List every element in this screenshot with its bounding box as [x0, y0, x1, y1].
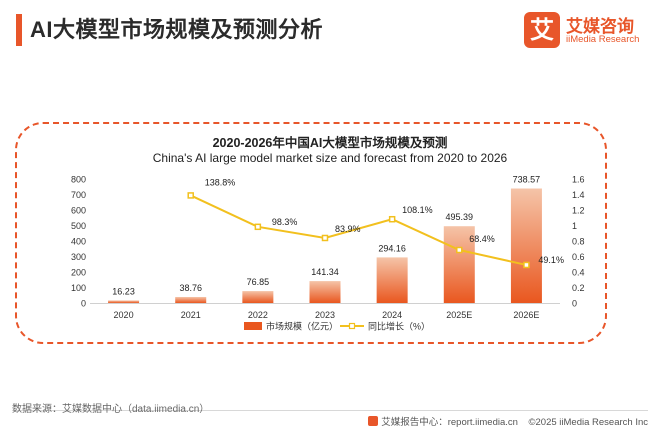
bar [376, 257, 408, 303]
bar [309, 281, 341, 303]
y-left-tick-label: 500 [71, 221, 86, 231]
legend-line-marker [348, 322, 356, 330]
y-right-tick-label: 0 [572, 299, 577, 309]
y-left-tick-label: 100 [71, 283, 86, 293]
logo-en-text: iiMedia Research [566, 34, 640, 45]
logo-mark: 艾 [524, 12, 560, 48]
growth-line [190, 194, 527, 266]
bar-value-label: 76.85 [247, 277, 270, 287]
bar-value-label: 141.34 [311, 267, 339, 277]
iimedia-logo[interactable]: 艾 艾媒咨询 iiMedia Research [524, 10, 648, 56]
chart-title: 2020-2026年中国AI大模型市场规模及预测 [212, 136, 448, 150]
bar [242, 291, 274, 303]
x-tick-label: 2025E [446, 310, 472, 320]
growth-point [456, 246, 463, 254]
y-right-tick-label: 0.6 [572, 252, 585, 262]
growth-point [321, 234, 329, 242]
bar-value-label: 495.39 [446, 212, 474, 222]
chart-frame [15, 122, 607, 344]
footer-divider [12, 410, 648, 411]
y-left-tick-label: 800 [71, 175, 86, 185]
y-right-tick-label: 1.4 [572, 190, 585, 200]
y-left-tick-label: 700 [71, 190, 86, 200]
footer-site[interactable]: 艾媒报告中心：report.iimedia.cn [381, 417, 518, 428]
growth-value-label: 138.8% [205, 177, 236, 187]
x-tick-label: 2023 [315, 310, 335, 320]
bar [443, 226, 475, 303]
y-left-tick-label: 200 [71, 268, 86, 278]
footer-info: 艾媒报告中心：report.iimedia.cn ©2025 iiMedia R… [368, 414, 648, 428]
x-tick-label: 2022 [248, 310, 268, 320]
logo-cn-text: 艾媒咨询 [566, 17, 634, 36]
growth-value-label: 49.1% [538, 255, 564, 265]
footer-copyright: ©2025 iiMedia Research Inc [528, 417, 648, 428]
bar-value-label: 16.23 [112, 286, 135, 296]
legend-bar-swatch [244, 322, 262, 330]
growth-value-label: 108.1% [402, 205, 433, 215]
page-title: AI大模型市场规模及预测分析 [30, 17, 324, 42]
growth-value-label: 68.4% [469, 234, 495, 244]
y-right-tick-label: 0.4 [572, 268, 585, 278]
x-tick-label: 2026E [513, 310, 539, 320]
y-right-tick-label: 0.8 [572, 237, 585, 247]
growth-point [523, 261, 530, 269]
y-left-tick-label: 0 [81, 299, 86, 309]
bar [175, 296, 207, 303]
y-left-tick-label: 600 [71, 206, 86, 216]
x-tick-label: 2020 [114, 310, 134, 320]
y-right-tick-label: 1.2 [572, 206, 585, 216]
bar-value-label: 38.76 [179, 283, 202, 293]
growth-value-label: 98.3% [272, 217, 298, 227]
y-right-tick-label: 1.6 [572, 175, 585, 185]
y-right-tick-label: 1 [572, 221, 577, 231]
bar [108, 300, 140, 303]
growth-point [187, 192, 194, 199]
legend-line-label: 同比增长（%） [368, 321, 430, 332]
bar [510, 188, 542, 303]
growth-point [254, 223, 262, 231]
logo-chip-icon [368, 416, 379, 426]
bar-value-label: 738.57 [513, 175, 541, 185]
chart-subtitle: China's AI large model market size and f… [152, 151, 508, 165]
data-source: 数据来源：艾媒数据中心（data.iimedia.cn） [12, 404, 210, 415]
growth-value-label: 83.9% [335, 224, 361, 234]
bar-value-label: 294.16 [378, 243, 406, 253]
x-tick-label: 2024 [382, 310, 402, 320]
legend-bar-label: 市场规模（亿元） [266, 321, 338, 332]
x-tick-label: 2021 [181, 310, 201, 320]
y-left-tick-label: 400 [71, 237, 86, 247]
y-right-tick-label: 0.2 [572, 283, 585, 293]
growth-point [388, 215, 396, 223]
title-accent-bar [16, 14, 22, 46]
y-left-tick-label: 300 [71, 252, 86, 262]
